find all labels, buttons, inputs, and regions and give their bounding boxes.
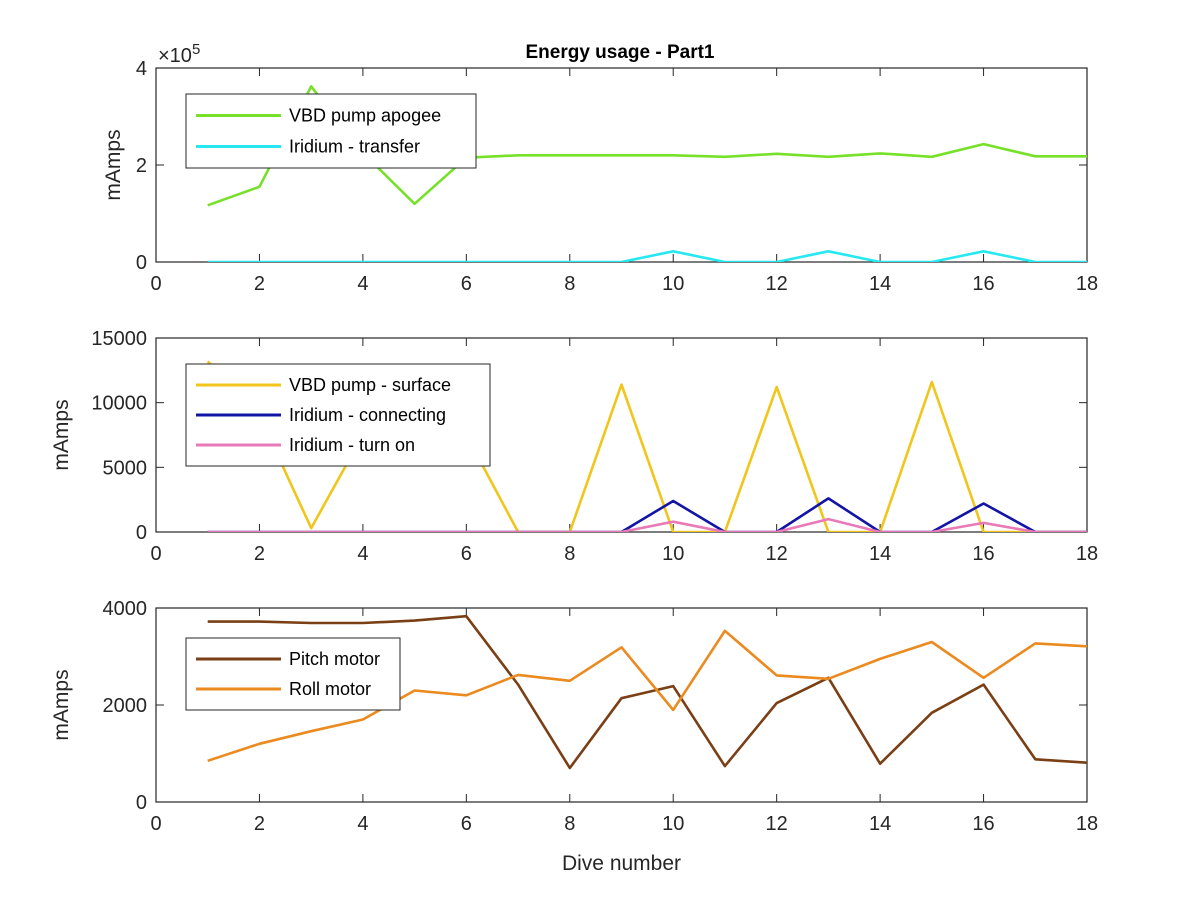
- y-axis-label: mAmps: [50, 669, 73, 740]
- x-tick-label: 18: [1076, 273, 1098, 295]
- y-tick-label: 4000: [103, 598, 148, 620]
- y-tick-label: 5000: [103, 457, 148, 479]
- x-tick-label: 4: [357, 543, 368, 565]
- x-tick-label: 6: [461, 543, 472, 565]
- legend-box: [185, 637, 401, 711]
- x-tick-label: 18: [1076, 543, 1098, 565]
- legend-entry-label: Iridium - turn on: [289, 435, 415, 455]
- x-tick-label: 16: [972, 543, 994, 565]
- legend-entry-label: Pitch motor: [289, 649, 380, 669]
- series-line-roll-motor: [207, 629, 1087, 763]
- x-tick-label: 8: [564, 813, 575, 835]
- y-tick-label: 15000: [91, 328, 147, 350]
- x-tick-label: 6: [461, 273, 472, 295]
- x-tick-label: 2: [254, 543, 265, 565]
- x-tick-label: 16: [972, 813, 994, 835]
- x-tick-label: 0: [150, 813, 161, 835]
- y-tick-label: 0: [136, 522, 147, 544]
- series-line-iridium-turn-on: [207, 517, 1087, 532]
- subplot-3: 0 2 4 6 8 10 12 14 16 18 0 2000 4000 mAmps Dive number…: [50, 598, 1098, 875]
- y-tick-label: 2000: [103, 695, 148, 717]
- x-tick-label: 8: [564, 543, 575, 565]
- y-axis-label: mAmps: [102, 129, 125, 200]
- legend-entry-label: Iridium - transfer: [289, 137, 420, 157]
- subplot-2: 0 2 4 6 8 10 12 14 16 18 0 5000 10000 15000 mAmps VBD p…: [50, 328, 1098, 565]
- x-tick-label: 2: [254, 813, 265, 835]
- x-tick-label: 14: [869, 273, 891, 295]
- x-tick-label: 8: [564, 273, 575, 295]
- series-line-pitch-motor: [207, 614, 1087, 770]
- x-tick-label: 12: [766, 543, 788, 565]
- x-tick-label: 18: [1076, 813, 1098, 835]
- legend-box: [185, 93, 477, 169]
- x-tick-label: 2: [254, 273, 265, 295]
- y-tick-label: 0: [136, 792, 147, 814]
- y-axis-label: mAmps: [50, 399, 73, 470]
- y-tick-label: 4: [136, 58, 147, 80]
- x-tick-label: 14: [869, 543, 891, 565]
- y-tick-label: 10000: [91, 393, 147, 415]
- legend-entry-label: Roll motor: [289, 679, 371, 699]
- x-tick-label: 16: [972, 273, 994, 295]
- legend-entry-label: VBD pump apogee: [289, 106, 441, 126]
- x-tick-label: 0: [150, 273, 161, 295]
- x-tick-label: 6: [461, 813, 472, 835]
- x-tick-label: 4: [357, 273, 368, 295]
- y-tick-label: 0: [136, 252, 147, 274]
- x-tick-label: 14: [869, 813, 891, 835]
- x-tick-label: 12: [766, 813, 788, 835]
- x-tick-label: 10: [662, 273, 684, 295]
- y-tick-label: 2: [136, 155, 147, 177]
- x-tick-label: 10: [662, 813, 684, 835]
- legend-entry-label: VBD pump - surface: [289, 375, 451, 395]
- figure-title: Energy usage - Part1: [525, 42, 714, 63]
- legend-entry-label: Iridium - connecting: [289, 405, 446, 425]
- series-line-iridium-connecting: [207, 497, 1087, 532]
- x-tick-label: 0: [150, 543, 161, 565]
- x-axis-label: Dive number: [562, 852, 681, 875]
- x-tick-label: 10: [662, 543, 684, 565]
- x-tick-label: 4: [357, 813, 368, 835]
- x-tick-label: 12: [766, 273, 788, 295]
- series-line-iridium-transfer: [207, 250, 1087, 262]
